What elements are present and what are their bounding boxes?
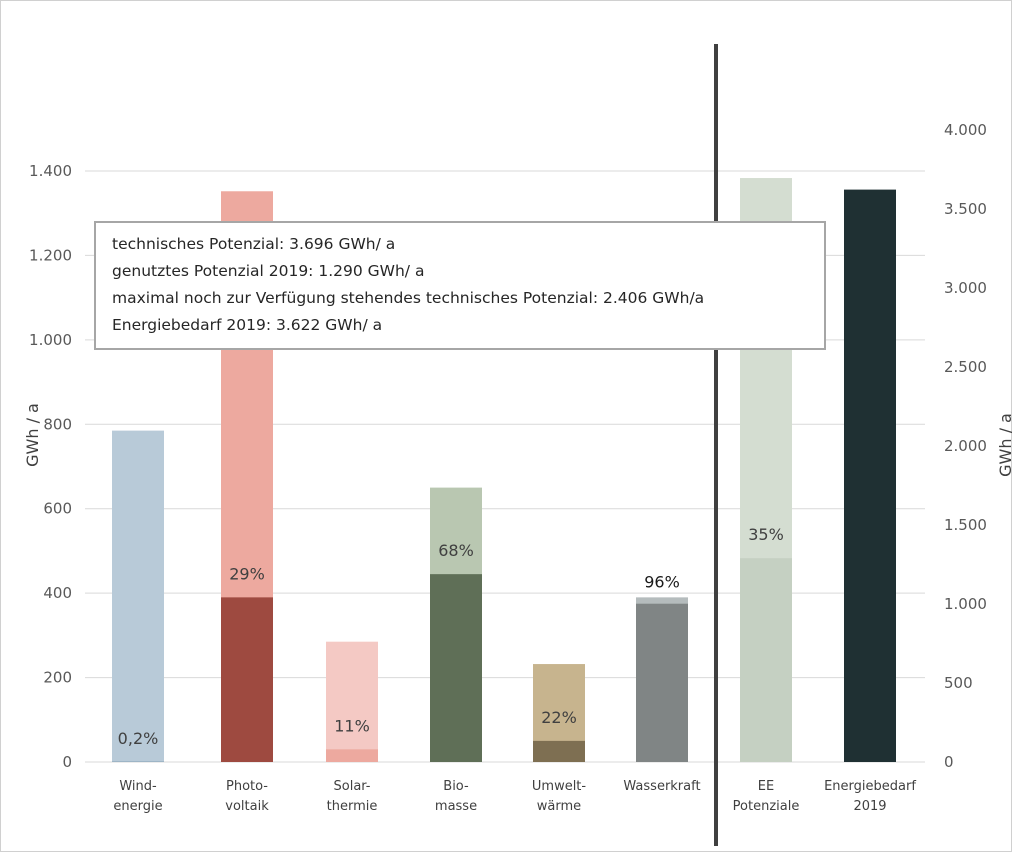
right-axis-ticks: 0 500 1.000 1.500 2.000 2.500 3.000 3.500 4.000 [944, 121, 987, 771]
left-tick-label: 1.200 [29, 246, 72, 264]
category-label: Wasserkraft [623, 779, 700, 794]
right-tick-label: 1.500 [944, 516, 987, 534]
category-label: voltaik [225, 799, 269, 814]
right-tick-label: 500 [944, 674, 973, 692]
bars [112, 178, 896, 763]
left-tick-label: 400 [43, 584, 72, 602]
bar-used [221, 597, 273, 762]
annotation-frame [94, 221, 826, 350]
right-tick-label: 2.500 [944, 358, 987, 376]
left-tick-label: 600 [43, 500, 72, 518]
left-axis-title: GWh / a [23, 403, 42, 467]
left-tick-label: 0 [62, 753, 72, 771]
right-tick-label: 3.500 [944, 200, 987, 218]
category-label: wärme [537, 799, 581, 814]
category-label: Umwelt- [532, 779, 587, 794]
bar-used [430, 574, 482, 762]
category-label: Bio- [443, 779, 469, 794]
left-tick-label: 800 [43, 415, 72, 433]
left-tick-label: 1.400 [29, 162, 72, 180]
category-label: Photo- [226, 779, 268, 794]
annotation-line-1: technisches Potenzial: 3.696 GWh/ a [112, 235, 395, 253]
category-label: thermie [327, 799, 378, 814]
right-tick-label: 2.000 [944, 437, 987, 455]
right-tick-label: 4.000 [944, 121, 987, 139]
category-label: Energiebedarf [824, 779, 916, 794]
left-tick-label: 200 [43, 669, 72, 687]
left-tick-label: 1.000 [29, 331, 72, 349]
category-label: Potenziale [733, 799, 800, 814]
category-label: 2019 [853, 799, 886, 814]
category-labels: Wind-energie Photo-voltaik Solar-thermie Bi… [113, 779, 916, 814]
category-label: Wind- [119, 779, 157, 794]
category-label: masse [435, 799, 477, 814]
bar-potential [112, 430, 164, 762]
percent-data-label: 68% [438, 541, 474, 560]
bar-used [326, 749, 378, 762]
bar-potential [326, 641, 378, 762]
category-label: EE [758, 779, 774, 794]
right-axis-title: GWh / a [996, 413, 1012, 477]
bar-used [636, 603, 688, 762]
annotation-line-2: genutztes Potenzial 2019: 1.290 GWh/ a [112, 262, 424, 280]
annotation-box: technisches Potenzial: 3.696 GWh/ a genu… [94, 221, 826, 350]
left-axis-ticks: 0 200 400 600 800 1.000 1.200 1.400 [29, 162, 72, 771]
percent-data-label: 22% [541, 708, 577, 727]
percent-labels: 0,2% 29% 11% 68% 22% 96% 35% [118, 525, 784, 748]
percent-data-label: 96% [644, 572, 680, 591]
right-tick-label: 0 [944, 753, 954, 771]
category-label: energie [113, 799, 162, 814]
bar-used [844, 189, 896, 762]
percent-data-label: 35% [748, 525, 784, 544]
right-tick-label: 3.000 [944, 279, 987, 297]
percent-data-label: 29% [229, 564, 265, 583]
bar-used [533, 740, 585, 762]
right-tick-label: 1.000 [944, 595, 987, 613]
bar-used [740, 558, 792, 762]
bar-used [112, 761, 164, 762]
annotation-line-3: maximal noch zur Verfügung stehendes tec… [112, 289, 704, 307]
percent-data-label: 11% [334, 716, 370, 735]
category-label: Solar- [334, 779, 371, 794]
percent-data-label: 0,2% [118, 729, 159, 748]
annotation-line-4: Energiebedarf 2019: 3.622 GWh/ a [112, 316, 382, 334]
